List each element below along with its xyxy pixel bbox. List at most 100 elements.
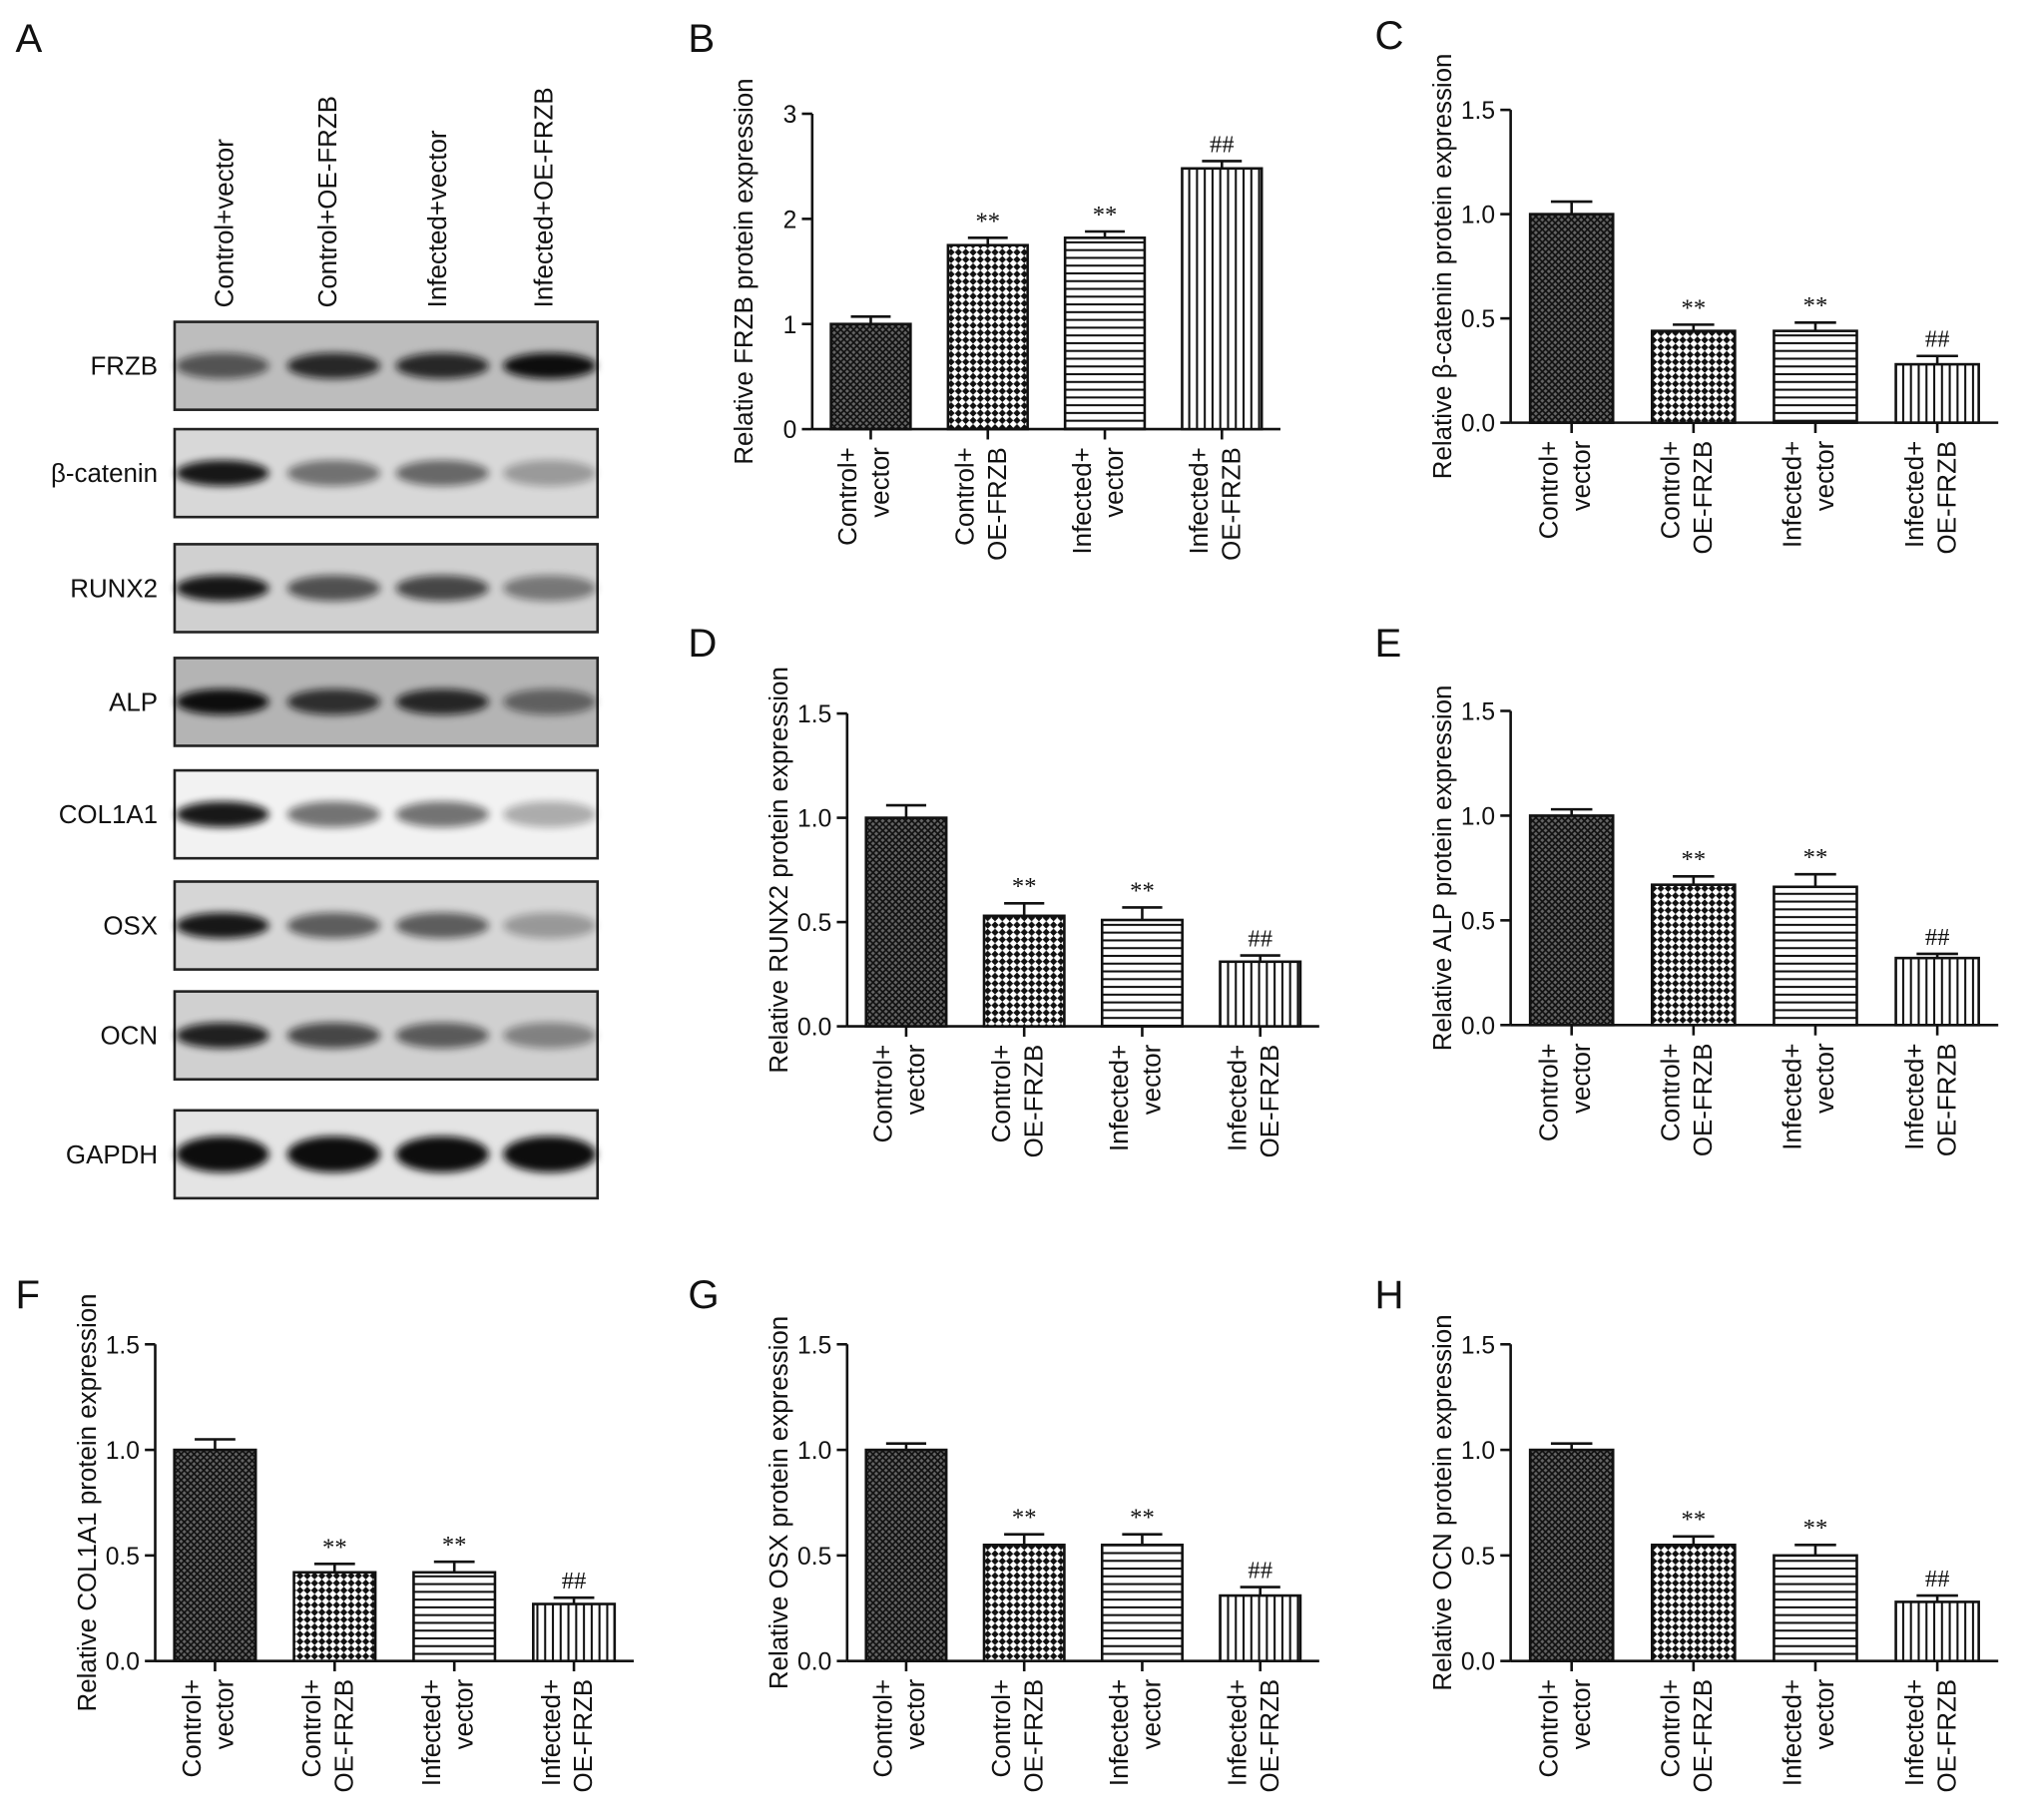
y-tick-label: 1.5 (797, 1332, 831, 1359)
y-tick-label: 0.5 (106, 1544, 140, 1571)
blot-band (503, 801, 597, 828)
protein-label: ALP (109, 689, 158, 717)
x-tick-label: Infected+ (1901, 1043, 1929, 1149)
y-tick-label: 1.0 (1461, 1438, 1495, 1465)
y-tick-label: 1.5 (797, 701, 831, 728)
bar (1894, 362, 1980, 424)
blot-band (503, 1022, 597, 1049)
x-tick-label: OE-FRZB (1257, 1679, 1284, 1793)
x-tick-label: Infected+ (1106, 1045, 1134, 1151)
significance-label: ** (1130, 1505, 1155, 1532)
bar (946, 243, 1029, 431)
protein-label: FRZB (90, 353, 158, 381)
blot-band (286, 1022, 380, 1049)
y-tick-label: 0.0 (797, 1015, 831, 1042)
x-tick-label: Control+ (179, 1679, 207, 1778)
x-tick-label: Infected+ (1901, 441, 1929, 548)
x-tick-label: Control+ (1535, 441, 1563, 540)
significance-label: ## (1210, 131, 1235, 158)
y-tick-label: 0.0 (106, 1649, 140, 1676)
y-tick-label: 1.5 (106, 1332, 140, 1359)
y-tick-label: 1.0 (797, 806, 831, 833)
significance-label: ## (1925, 1566, 1950, 1592)
bar (412, 1571, 497, 1662)
bar (982, 914, 1066, 1028)
y-axis-label: Relative COL1A1 protein expression (74, 1293, 102, 1711)
y-tick-label: 1.5 (1461, 699, 1495, 726)
x-tick-label: vector (1811, 1678, 1839, 1749)
y-tick-label: 1.5 (1461, 1332, 1495, 1359)
bar (1100, 918, 1184, 1028)
blot-band (176, 352, 269, 379)
bar (829, 322, 912, 431)
bar (1528, 814, 1615, 1027)
lane-label: Infected+OE-FRZB (530, 87, 558, 307)
blot-band (395, 801, 489, 828)
x-tick-label: vector (1101, 447, 1129, 518)
x-tick-label: Control+ (951, 447, 979, 546)
bar (1894, 956, 1980, 1027)
x-tick-label: vector (1139, 1678, 1167, 1749)
y-tick-label: 1.0 (797, 1438, 831, 1465)
blot-band (286, 688, 380, 715)
bar (1063, 236, 1147, 431)
x-tick-label: OE-FRZB (1257, 1045, 1284, 1158)
x-tick-label: OE-FRZB (330, 1679, 358, 1793)
panel-label: F (16, 1272, 41, 1317)
blot-band (503, 912, 597, 939)
significance-label: ** (1803, 1515, 1828, 1542)
x-tick-label: Control+ (1658, 1679, 1686, 1778)
blot-band (286, 1136, 380, 1172)
significance-label: ** (1012, 873, 1037, 900)
blot-band (176, 1022, 269, 1049)
bar (1528, 1448, 1615, 1662)
significance-label: ** (442, 1532, 467, 1559)
blot-band (395, 912, 489, 939)
y-axis-label: Relative β-catenin protein expression (1429, 54, 1457, 480)
x-tick-label: OE-FRZB (984, 447, 1012, 561)
protein-label: OSX (103, 913, 158, 941)
x-tick-label: vector (1568, 1678, 1596, 1749)
significance-label: ## (1925, 326, 1950, 353)
x-tick-label: vector (212, 1678, 240, 1749)
blot-band (395, 575, 489, 602)
x-tick-label: Infected+ (1901, 1679, 1929, 1786)
significance-label: ## (562, 1568, 587, 1594)
significance-label: ** (1803, 292, 1828, 319)
panel-label: A (16, 16, 43, 61)
panel-label: H (1375, 1272, 1404, 1317)
significance-label: ** (1682, 1507, 1707, 1534)
bar (1181, 167, 1264, 431)
significance-label: ** (1682, 846, 1707, 873)
blot-band (503, 352, 597, 379)
significance-label: ## (1248, 925, 1272, 952)
x-tick-label: Infected+ (1779, 1679, 1807, 1786)
x-tick-label: OE-FRZB (1020, 1679, 1048, 1793)
blot-band (286, 912, 380, 939)
x-tick-label: Infected+ (418, 1679, 446, 1786)
blot-band (395, 1022, 489, 1049)
x-tick-label: Control+ (988, 1679, 1016, 1778)
protein-label: OCN (101, 1023, 159, 1051)
blot-band (395, 1136, 489, 1172)
blot-band (395, 352, 489, 379)
bar (1100, 1543, 1184, 1662)
significance-label: ## (1925, 924, 1950, 951)
y-axis-label: Relative OCN protein expression (1429, 1314, 1457, 1690)
significance-label: ** (322, 1534, 347, 1561)
y-tick-label: 1.5 (1461, 98, 1495, 125)
blot-band (395, 688, 489, 715)
x-tick-label: vector (867, 447, 895, 518)
bar (1219, 960, 1302, 1028)
blot-band (286, 460, 380, 487)
significance-label: ## (1248, 1558, 1272, 1585)
y-axis-label: Relative FRZB protein expression (731, 78, 759, 464)
x-tick-label: OE-FRZB (1690, 441, 1718, 555)
x-tick-label: Infected+ (1106, 1679, 1134, 1786)
significance-label: ** (1682, 294, 1707, 321)
x-tick-label: Infected+ (1186, 447, 1214, 554)
x-tick-label: Control+ (298, 1679, 326, 1778)
x-tick-label: Infected+ (1224, 1045, 1252, 1151)
significance-label: ** (975, 208, 1000, 234)
y-tick-label: 0.0 (1461, 1013, 1495, 1040)
